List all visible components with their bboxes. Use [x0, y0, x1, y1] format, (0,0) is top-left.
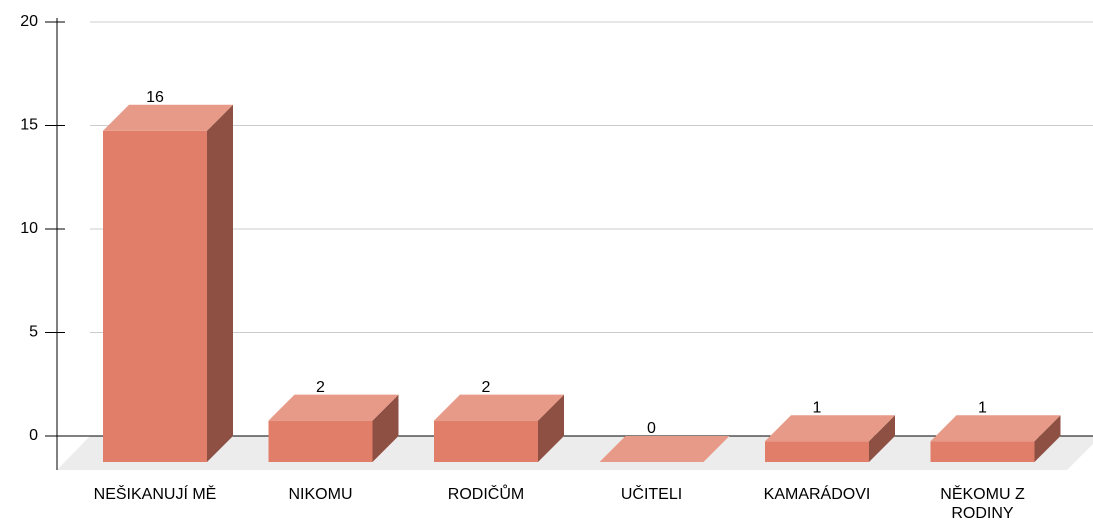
y-tick-label: 15 — [20, 117, 38, 134]
bar-side — [207, 104, 233, 463]
bar-front — [103, 130, 207, 463]
bar-top — [765, 415, 895, 442]
bar — [765, 415, 895, 462]
bar-front — [268, 420, 373, 462]
bar — [599, 436, 730, 462]
x-tick-label: RODIČŮM — [447, 486, 525, 503]
value-label: 1 — [978, 400, 987, 417]
bar-side — [1034, 415, 1061, 462]
value-label: 2 — [482, 379, 491, 396]
bar-top — [103, 104, 233, 131]
bar-top — [930, 415, 1061, 442]
y-tick-label: 0 — [29, 427, 38, 444]
bar — [930, 415, 1061, 462]
x-tick-label: KAMARÁDOVI — [763, 486, 871, 503]
value-label: 1 — [813, 400, 822, 417]
x-tick-label: NĚKOMU Z RODINY — [940, 486, 1025, 522]
bar-top — [434, 394, 564, 421]
x-tick-label: UČITELI — [620, 486, 683, 503]
y-tick-label: 10 — [20, 220, 38, 237]
bar — [434, 394, 564, 462]
value-label: 0 — [647, 420, 656, 437]
bar-top — [268, 394, 399, 421]
bar-front — [434, 420, 538, 462]
bar-front — [930, 441, 1035, 462]
bar-front — [765, 441, 869, 462]
y-tick-label: 5 — [29, 324, 38, 341]
value-label: 2 — [316, 379, 325, 396]
y-tick-label: 20 — [20, 13, 38, 30]
value-label: 16 — [146, 89, 164, 106]
x-tick-label: NEŠIKANUJÍ MĚ — [93, 486, 217, 503]
x-tick-label: NIKOMU — [288, 486, 353, 503]
bar — [103, 104, 233, 463]
bar-top — [599, 436, 730, 462]
bar-side — [538, 394, 564, 462]
bar-side — [869, 415, 895, 462]
bar — [268, 394, 399, 462]
bar-side — [372, 394, 399, 462]
